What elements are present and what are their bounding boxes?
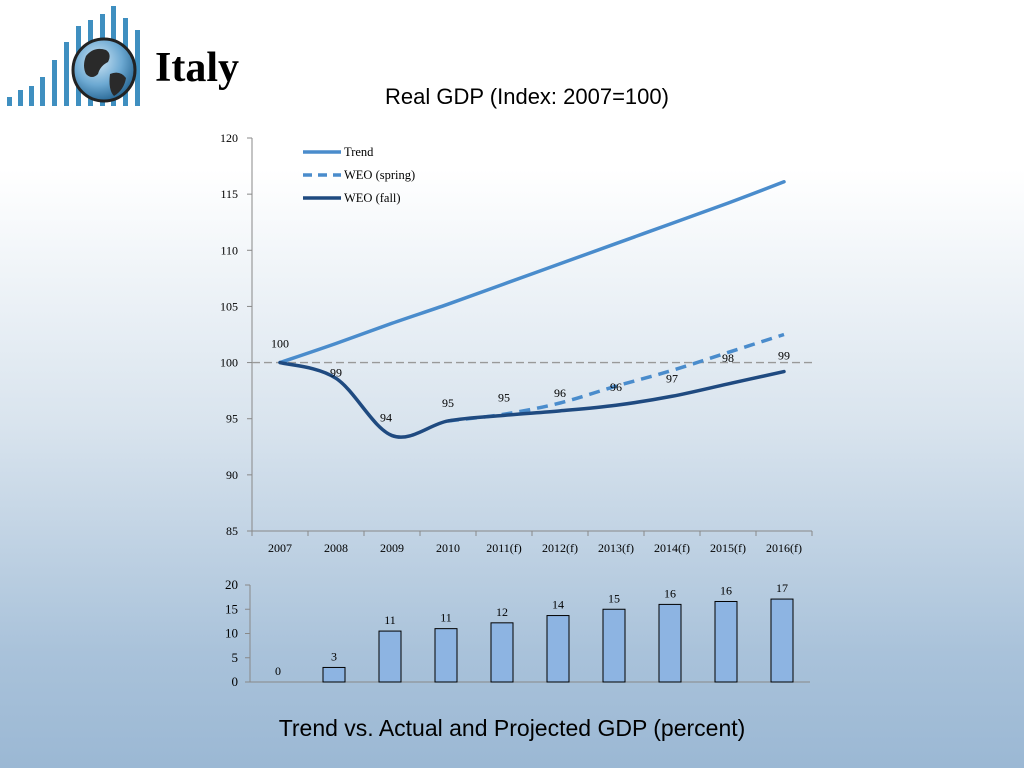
line-x-tick-label: 2015(f) [710,541,746,555]
bar [546,615,570,683]
line-data-label: 96 [554,386,566,400]
line-data-label: 96 [610,380,622,394]
bar-data-label: 17 [776,581,788,595]
line-x-tick-label: 2011(f) [486,541,522,555]
line-data-label: 99 [778,349,790,363]
bar [378,630,402,683]
line-y-tick-label: 100 [220,356,238,370]
series-weo-spring-line [447,332,785,423]
bar-y-tick-label: 15 [225,601,238,616]
bar [714,600,738,683]
line-data-label: 95 [442,396,454,410]
legend-label: Trend [344,145,374,159]
country-title: Italy [155,45,239,91]
line-y-tick-label: 90 [226,468,238,482]
line-data-label: 95 [498,390,510,404]
line-data-label: 99 [330,365,342,379]
line-y-tick-label: 115 [220,187,238,201]
bar-data-label: 3 [331,649,337,663]
bar [602,608,626,683]
line-y-tick-label: 95 [226,412,238,426]
bar-y-tick-label: 0 [232,674,239,689]
line-x-tick-label: 2008 [324,541,348,555]
line-y-tick-label: 85 [226,524,238,538]
line-x-tick-label: 2013(f) [598,541,634,555]
legend-label: WEO (spring) [344,168,415,182]
bar-data-label: 14 [552,598,564,612]
line-data-label: 94 [380,411,392,425]
line-x-tick-label: 2012(f) [542,541,578,555]
line-x-tick-label: 2014(f) [654,541,690,555]
series-trend-line [278,180,786,365]
legend-label: WEO (fall) [344,191,401,205]
chart-title: Real GDP (Index: 2007=100) [385,84,669,109]
line-x-tick-label: 2007 [268,541,292,555]
series-weo-fall-line [278,360,786,439]
bar [658,603,682,683]
bar-data-label: 11 [384,613,396,627]
line-data-label: 98 [722,351,734,365]
bar-data-label: 11 [440,611,452,625]
logo-globe-bars-icon [7,6,140,106]
bar-y-tick-label: 5 [232,650,239,665]
bar-data-label: 15 [608,591,620,605]
bar [490,622,514,683]
bar-y-tick-label: 10 [225,626,238,641]
line-data-label: 100 [271,337,289,351]
line-data-label: 97 [666,371,678,385]
line-x-tick-label: 2009 [380,541,404,555]
line-x-tick-label: 2016(f) [766,541,802,555]
line-y-tick-label: 105 [220,299,238,313]
bar [770,598,794,683]
line-y-tick-label: 120 [220,131,238,145]
bar-data-label: 12 [496,605,508,619]
line-x-tick-label: 2010 [436,541,460,555]
bar-data-label: 16 [664,586,676,600]
bar-y-tick-label: 20 [225,577,238,592]
bar-data-label: 0 [275,664,281,678]
bar [434,628,458,683]
bar [322,666,346,683]
line-y-tick-label: 110 [220,243,238,257]
bar-chart-title: Trend vs. Actual and Projected GDP (perc… [278,715,746,741]
bar-data-label: 16 [720,583,732,597]
